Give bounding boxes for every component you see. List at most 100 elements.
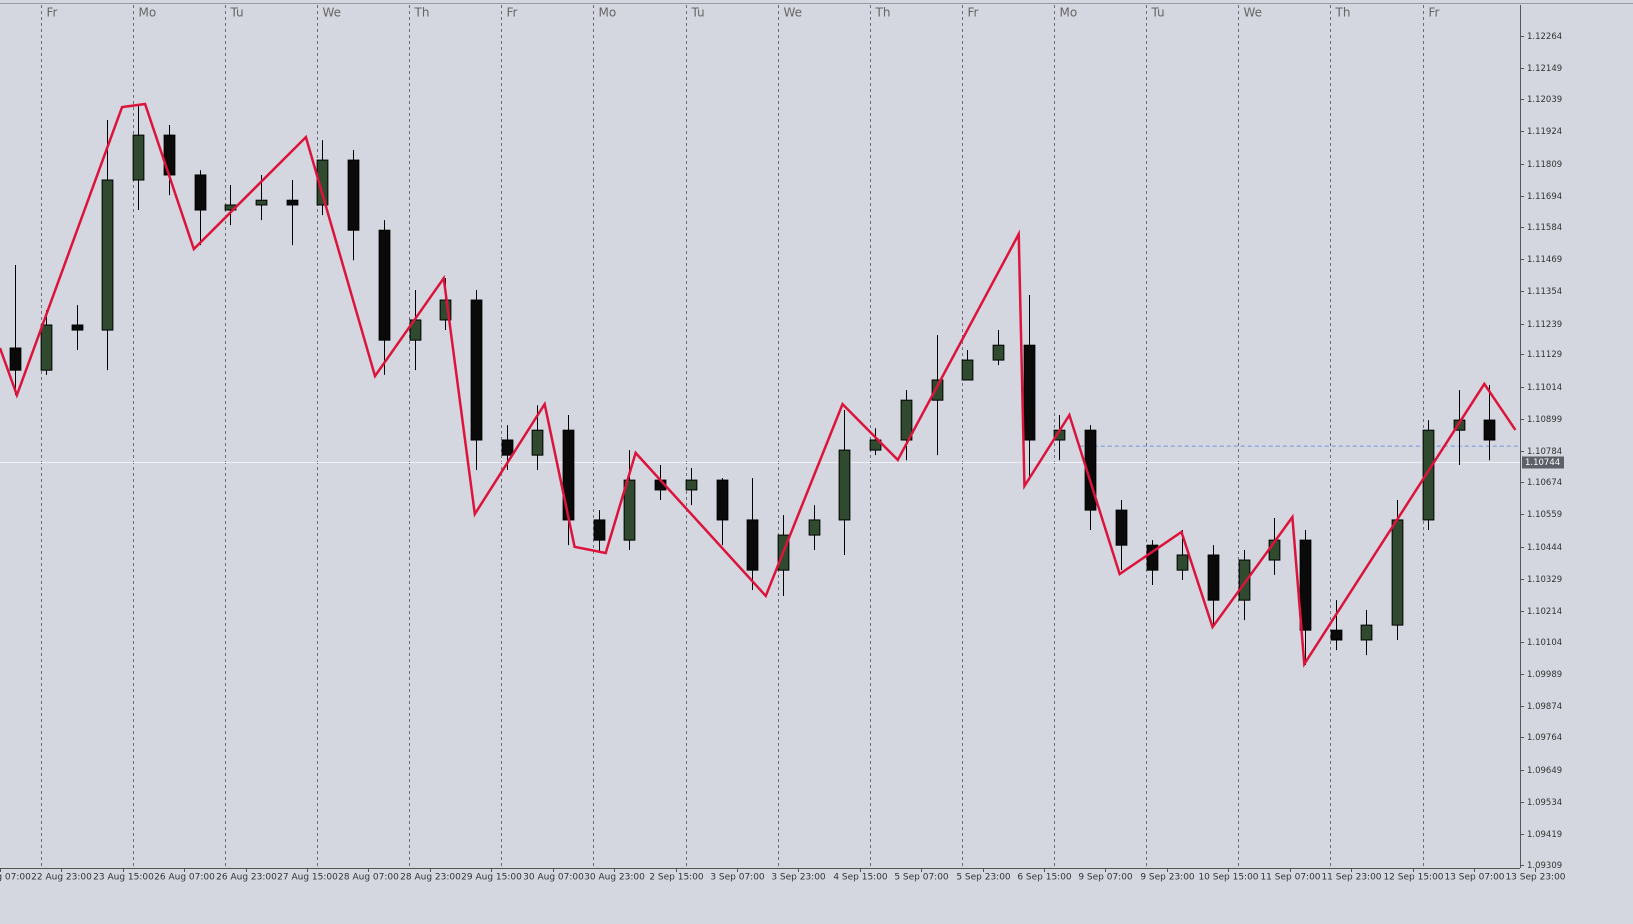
candle-body: [1330, 629, 1343, 641]
x-tick-label: 9 Sep 23:00: [1140, 873, 1195, 883]
x-tick-label: 29 Aug 15:00: [461, 873, 522, 883]
x-tick-label: 26 Aug 23:00: [216, 873, 277, 883]
day-label: Tu: [1151, 6, 1165, 20]
x-tick-label: 5 Sep 23:00: [956, 873, 1011, 883]
x-tick-label: 11 Sep 07:00: [1260, 873, 1320, 883]
y-tick-label: 1.09649: [1527, 766, 1562, 776]
candle-body: [286, 199, 299, 206]
day-label: Th: [875, 6, 891, 20]
candle-body: [1115, 509, 1128, 546]
y-tick-label: 1.11239: [1527, 320, 1562, 330]
candle-body: [194, 174, 207, 211]
y-tick-label: 1.10329: [1527, 575, 1562, 585]
y-tick-label: 1.09309: [1527, 861, 1562, 871]
x-tick-label: 23 Aug 15:00: [93, 873, 154, 883]
y-tick-label: 1.10674: [1527, 478, 1562, 488]
day-label: Fr: [1429, 6, 1440, 20]
x-tick-label: 12 Sep 15:00: [1383, 873, 1443, 883]
candle-body: [992, 344, 1005, 361]
candle-body: [1207, 554, 1220, 601]
x-tick-label: 13 Sep 23:00: [1505, 873, 1565, 883]
y-tick-label: 1.12039: [1527, 95, 1562, 105]
candle-body: [869, 439, 882, 451]
y-tick-label: 1.10104: [1527, 638, 1562, 648]
y-tick-label: 1.09874: [1527, 702, 1562, 712]
candle-body: [562, 429, 575, 521]
day-label: Fr: [968, 6, 979, 20]
candle-body: [593, 519, 606, 541]
y-tick-label: 1.12149: [1527, 64, 1562, 74]
x-tick-label: 13 Sep 07:00: [1444, 873, 1504, 883]
candle-body: [347, 159, 360, 231]
y-tick-label: 1.11584: [1527, 223, 1562, 233]
x-tick-label: 30 Aug 07:00: [523, 873, 584, 883]
candle-body: [1483, 419, 1496, 441]
candle-body: [1176, 554, 1189, 571]
candle-body: [1146, 544, 1159, 571]
y-tick-label: 1.11014: [1527, 383, 1562, 393]
candle-body: [931, 379, 944, 401]
candle-body: [101, 179, 114, 331]
candle-body: [1023, 344, 1036, 441]
day-label: Fr: [507, 6, 518, 20]
candle-body: [838, 449, 851, 521]
candle-body: [501, 439, 514, 456]
candle-body: [531, 429, 544, 456]
last-price-label: 1.10744: [1525, 458, 1560, 468]
y-tick-label: 1.12264: [1527, 32, 1562, 42]
x-tick-label: 6 Sep 15:00: [1017, 873, 1072, 883]
y-tick-label: 1.10899: [1527, 415, 1562, 425]
candle-body: [808, 519, 821, 536]
y-tick-label: 1.10214: [1527, 607, 1562, 617]
candle-body: [470, 299, 483, 441]
y-tick-label: 1.10444: [1527, 543, 1562, 553]
candle-body: [1299, 539, 1312, 631]
candle-body: [378, 229, 391, 341]
day-label: Mo: [139, 6, 157, 20]
candle-body: [746, 519, 759, 571]
candle-body: [1084, 429, 1097, 511]
y-tick-label: 1.10784: [1527, 447, 1562, 457]
x-tick-label: 22 Aug 07:00: [0, 873, 31, 883]
candle-body: [623, 479, 636, 541]
candle-body: [1391, 519, 1404, 626]
x-tick-label: 26 Aug 07:00: [154, 873, 215, 883]
candle-body: [9, 347, 22, 371]
candle-body: [685, 479, 698, 491]
day-label: Mo: [599, 6, 617, 20]
candle-body: [900, 399, 913, 441]
y-tick-label: 1.11129: [1527, 350, 1562, 360]
zigzag-line: [0, 102, 1517, 668]
last-price-box: [1522, 456, 1564, 469]
candle-body: [255, 199, 268, 206]
candle-body: [40, 324, 53, 371]
x-tick-label: 5 Sep 07:00: [894, 873, 949, 883]
x-tick-label: 4 Sep 15:00: [833, 873, 888, 883]
y-tick-label: 1.11469: [1527, 255, 1562, 265]
day-label: We: [323, 6, 342, 20]
candle-body: [71, 324, 84, 331]
y-tick-label: 1.11354: [1527, 287, 1562, 297]
y-tick-label: 1.09534: [1527, 798, 1562, 808]
day-label: Th: [1335, 6, 1351, 20]
y-tick-label: 1.09764: [1527, 733, 1562, 743]
x-tick-label: 10 Sep 15:00: [1198, 873, 1258, 883]
x-tick-label: 3 Sep 07:00: [710, 873, 765, 883]
day-label: We: [784, 6, 803, 20]
y-tick-label: 1.10559: [1527, 510, 1562, 520]
candle-body: [1360, 624, 1373, 641]
candle-body: [961, 359, 974, 381]
x-tick-label: 2 Sep 15:00: [649, 873, 704, 883]
candle-body: [132, 134, 145, 181]
x-tick-label: 11 Sep 23:00: [1321, 873, 1381, 883]
y-tick-label: 1.11924: [1527, 127, 1562, 137]
x-tick-label: 28 Aug 07:00: [338, 873, 399, 883]
candle-body: [1453, 419, 1466, 431]
day-label: Mo: [1060, 6, 1078, 20]
candle-body: [716, 479, 729, 521]
candle-body: [316, 159, 329, 206]
x-tick-label: 3 Sep 23:00: [771, 873, 826, 883]
day-label: Th: [414, 6, 430, 20]
day-label: Tu: [230, 6, 244, 20]
